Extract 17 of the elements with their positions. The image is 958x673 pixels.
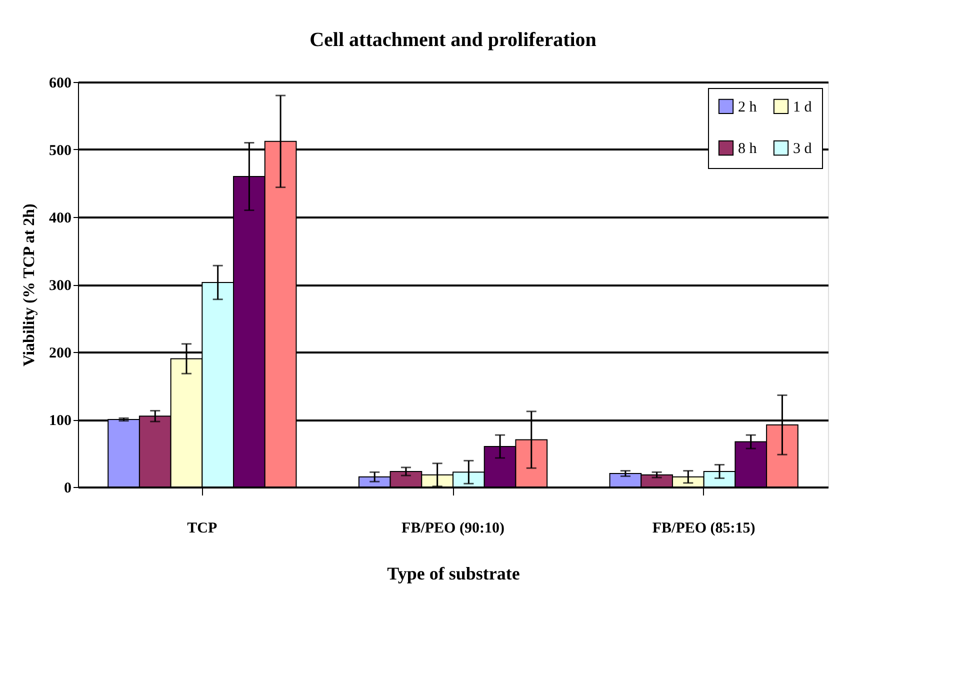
legend-label: 3 d	[793, 141, 812, 157]
legend-label: 2 h	[738, 99, 758, 116]
y-tick-label: 500	[49, 143, 72, 159]
y-tick-label: 300	[49, 278, 72, 294]
y-axis-title: Viability (% TCP at 2h)	[21, 204, 38, 366]
x-axis-title: Type of substrate	[387, 564, 520, 584]
x-tick-label: FB/PEO (90:10)	[402, 520, 504, 536]
legend-label: 8 h	[738, 141, 758, 157]
y-tick-label: 400	[49, 210, 72, 226]
y-tick-label: 0	[64, 480, 72, 496]
x-tick-label: TCP	[187, 520, 218, 536]
y-tick-label: 600	[49, 76, 72, 92]
y-tick-label: 100	[49, 413, 72, 429]
x-tick-label: FB/PEO (85:15)	[652, 520, 756, 536]
y-tick-label: 200	[49, 346, 72, 362]
chart-title: Cell attachment and proliferation	[310, 29, 596, 51]
legend-label: 1 d	[793, 99, 812, 116]
